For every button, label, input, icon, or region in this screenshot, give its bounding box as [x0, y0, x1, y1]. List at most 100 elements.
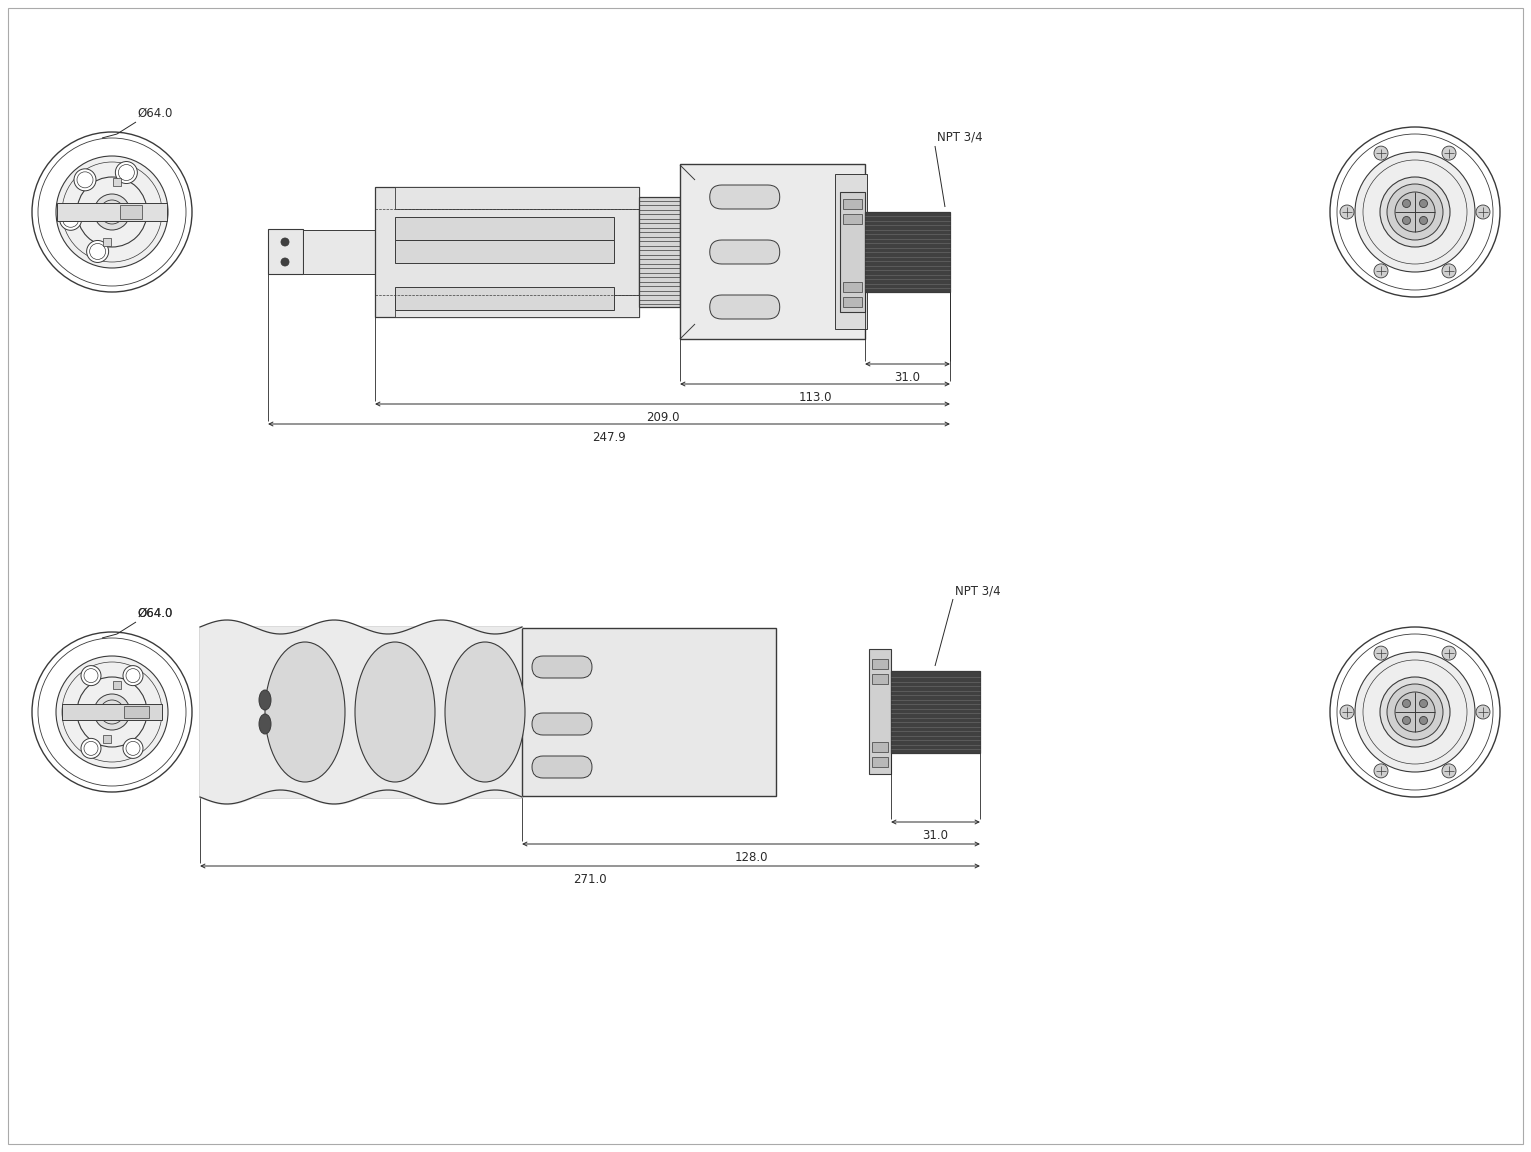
Bar — [375, 187, 638, 317]
Text: NPT 3/4: NPT 3/4 — [955, 584, 1001, 597]
Circle shape — [60, 209, 81, 230]
Circle shape — [1442, 764, 1456, 778]
Text: 31.0: 31.0 — [894, 371, 920, 384]
Circle shape — [1419, 199, 1427, 207]
Circle shape — [122, 666, 142, 685]
Ellipse shape — [265, 642, 344, 782]
Text: 247.9: 247.9 — [592, 431, 626, 444]
Bar — [844, 282, 862, 291]
Bar — [844, 297, 862, 306]
Bar — [870, 649, 891, 774]
Circle shape — [1402, 199, 1410, 207]
Circle shape — [57, 156, 168, 268]
Bar — [680, 164, 865, 339]
Bar — [201, 627, 522, 797]
Circle shape — [1387, 184, 1444, 240]
Bar — [891, 670, 980, 753]
Bar — [865, 212, 951, 291]
Circle shape — [1402, 217, 1410, 225]
Bar — [395, 217, 614, 240]
Circle shape — [87, 241, 109, 263]
Circle shape — [1419, 217, 1427, 225]
Text: 113.0: 113.0 — [798, 391, 831, 404]
Text: Ø64.0: Ø64.0 — [136, 607, 173, 620]
Circle shape — [1476, 705, 1490, 719]
Text: Ø64.0: Ø64.0 — [136, 107, 173, 120]
Text: 128.0: 128.0 — [735, 851, 767, 864]
Circle shape — [1395, 692, 1435, 732]
Bar — [395, 295, 638, 317]
Circle shape — [1442, 264, 1456, 278]
Circle shape — [93, 194, 130, 230]
FancyBboxPatch shape — [710, 240, 779, 264]
Circle shape — [1340, 705, 1353, 719]
Circle shape — [81, 666, 101, 685]
Circle shape — [32, 132, 191, 291]
Bar — [303, 230, 375, 274]
Circle shape — [57, 655, 168, 768]
Circle shape — [1355, 152, 1474, 272]
Bar — [395, 287, 614, 310]
Ellipse shape — [355, 642, 435, 782]
FancyBboxPatch shape — [710, 295, 779, 319]
Bar — [119, 205, 142, 219]
Bar — [61, 704, 162, 720]
Bar — [873, 659, 888, 669]
Ellipse shape — [259, 690, 271, 710]
Text: 31.0: 31.0 — [923, 829, 949, 842]
Ellipse shape — [446, 642, 525, 782]
Bar — [395, 240, 614, 263]
Bar — [103, 237, 110, 245]
FancyBboxPatch shape — [531, 756, 592, 778]
Circle shape — [81, 738, 101, 758]
Text: 209.0: 209.0 — [646, 411, 680, 424]
Bar — [873, 742, 888, 752]
Circle shape — [1442, 646, 1456, 660]
Bar — [834, 174, 867, 329]
Circle shape — [1395, 192, 1435, 232]
Circle shape — [32, 632, 191, 793]
Bar — [201, 627, 522, 797]
Circle shape — [1419, 717, 1427, 725]
Circle shape — [1402, 699, 1410, 707]
Circle shape — [1379, 677, 1450, 746]
Circle shape — [1476, 205, 1490, 219]
Bar — [638, 197, 680, 306]
Bar — [124, 706, 149, 718]
Bar — [844, 214, 862, 223]
Circle shape — [1373, 764, 1389, 778]
FancyBboxPatch shape — [531, 655, 592, 679]
Bar — [522, 628, 776, 796]
Bar — [103, 735, 112, 743]
Circle shape — [1373, 146, 1389, 160]
Bar — [395, 187, 638, 209]
Circle shape — [1402, 717, 1410, 725]
Circle shape — [1340, 205, 1353, 219]
Circle shape — [1442, 146, 1456, 160]
Circle shape — [282, 258, 289, 266]
Circle shape — [115, 161, 138, 183]
Bar — [268, 229, 303, 274]
Circle shape — [1373, 646, 1389, 660]
Circle shape — [1330, 627, 1500, 797]
Bar — [57, 203, 167, 221]
Circle shape — [1355, 652, 1474, 772]
Bar — [873, 757, 888, 767]
Circle shape — [1373, 264, 1389, 278]
Bar — [873, 674, 888, 684]
Circle shape — [1330, 127, 1500, 297]
Text: 271.0: 271.0 — [573, 873, 606, 886]
Bar — [113, 682, 121, 689]
Bar — [844, 199, 862, 209]
Text: Ø64.0: Ø64.0 — [136, 607, 173, 620]
FancyBboxPatch shape — [710, 185, 779, 209]
Circle shape — [73, 169, 96, 191]
FancyBboxPatch shape — [531, 713, 592, 735]
Bar — [113, 179, 121, 187]
Ellipse shape — [259, 714, 271, 734]
Text: NPT 3/4: NPT 3/4 — [937, 131, 983, 144]
Circle shape — [1419, 699, 1427, 707]
Circle shape — [1387, 684, 1444, 740]
Circle shape — [122, 738, 142, 758]
Circle shape — [93, 694, 130, 730]
